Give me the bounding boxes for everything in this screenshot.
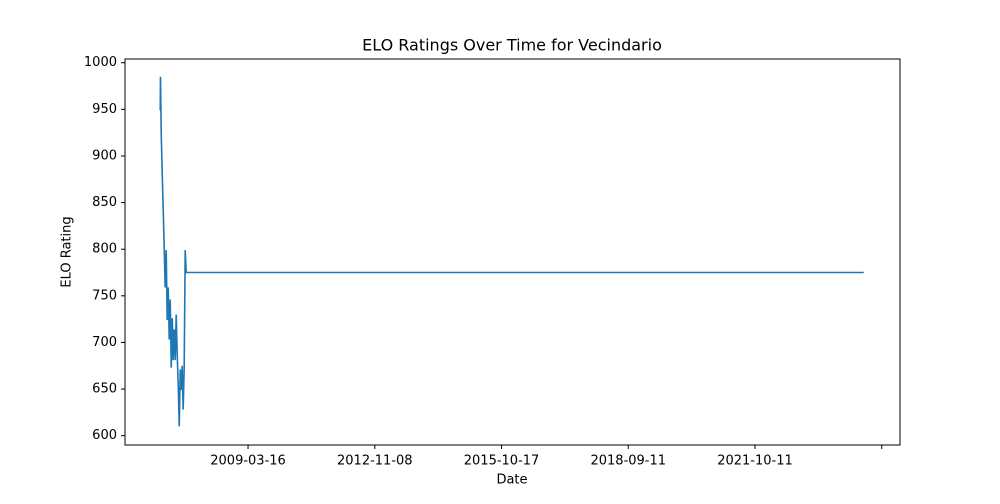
plot-frame xyxy=(124,58,901,446)
chart-title: ELO Ratings Over Time for Vecindario xyxy=(362,36,662,55)
x-tick-label: 2015-10-17 xyxy=(464,454,540,469)
x-tick-label: 2018-09-11 xyxy=(590,454,666,469)
y-tick-label: 800 xyxy=(92,242,117,257)
x-tick-label: 2009-03-16 xyxy=(210,454,286,469)
y-tick-label: 700 xyxy=(92,335,117,350)
y-tick-label: 900 xyxy=(92,148,117,163)
x-axis-label: Date xyxy=(496,473,527,488)
x-tick-label: 2021-10-11 xyxy=(717,454,793,469)
y-tick-label: 1000 xyxy=(84,55,117,70)
x-tick-label: 2012-11-08 xyxy=(337,454,413,469)
y-axis-label: ELO Rating xyxy=(60,216,75,287)
y-tick-label: 650 xyxy=(92,382,117,397)
y-tick-label: 950 xyxy=(92,102,117,117)
y-tick-label: 600 xyxy=(92,428,117,443)
y-tick-label: 750 xyxy=(92,288,117,303)
line-series xyxy=(159,76,864,427)
y-tick-label: 850 xyxy=(92,195,117,210)
